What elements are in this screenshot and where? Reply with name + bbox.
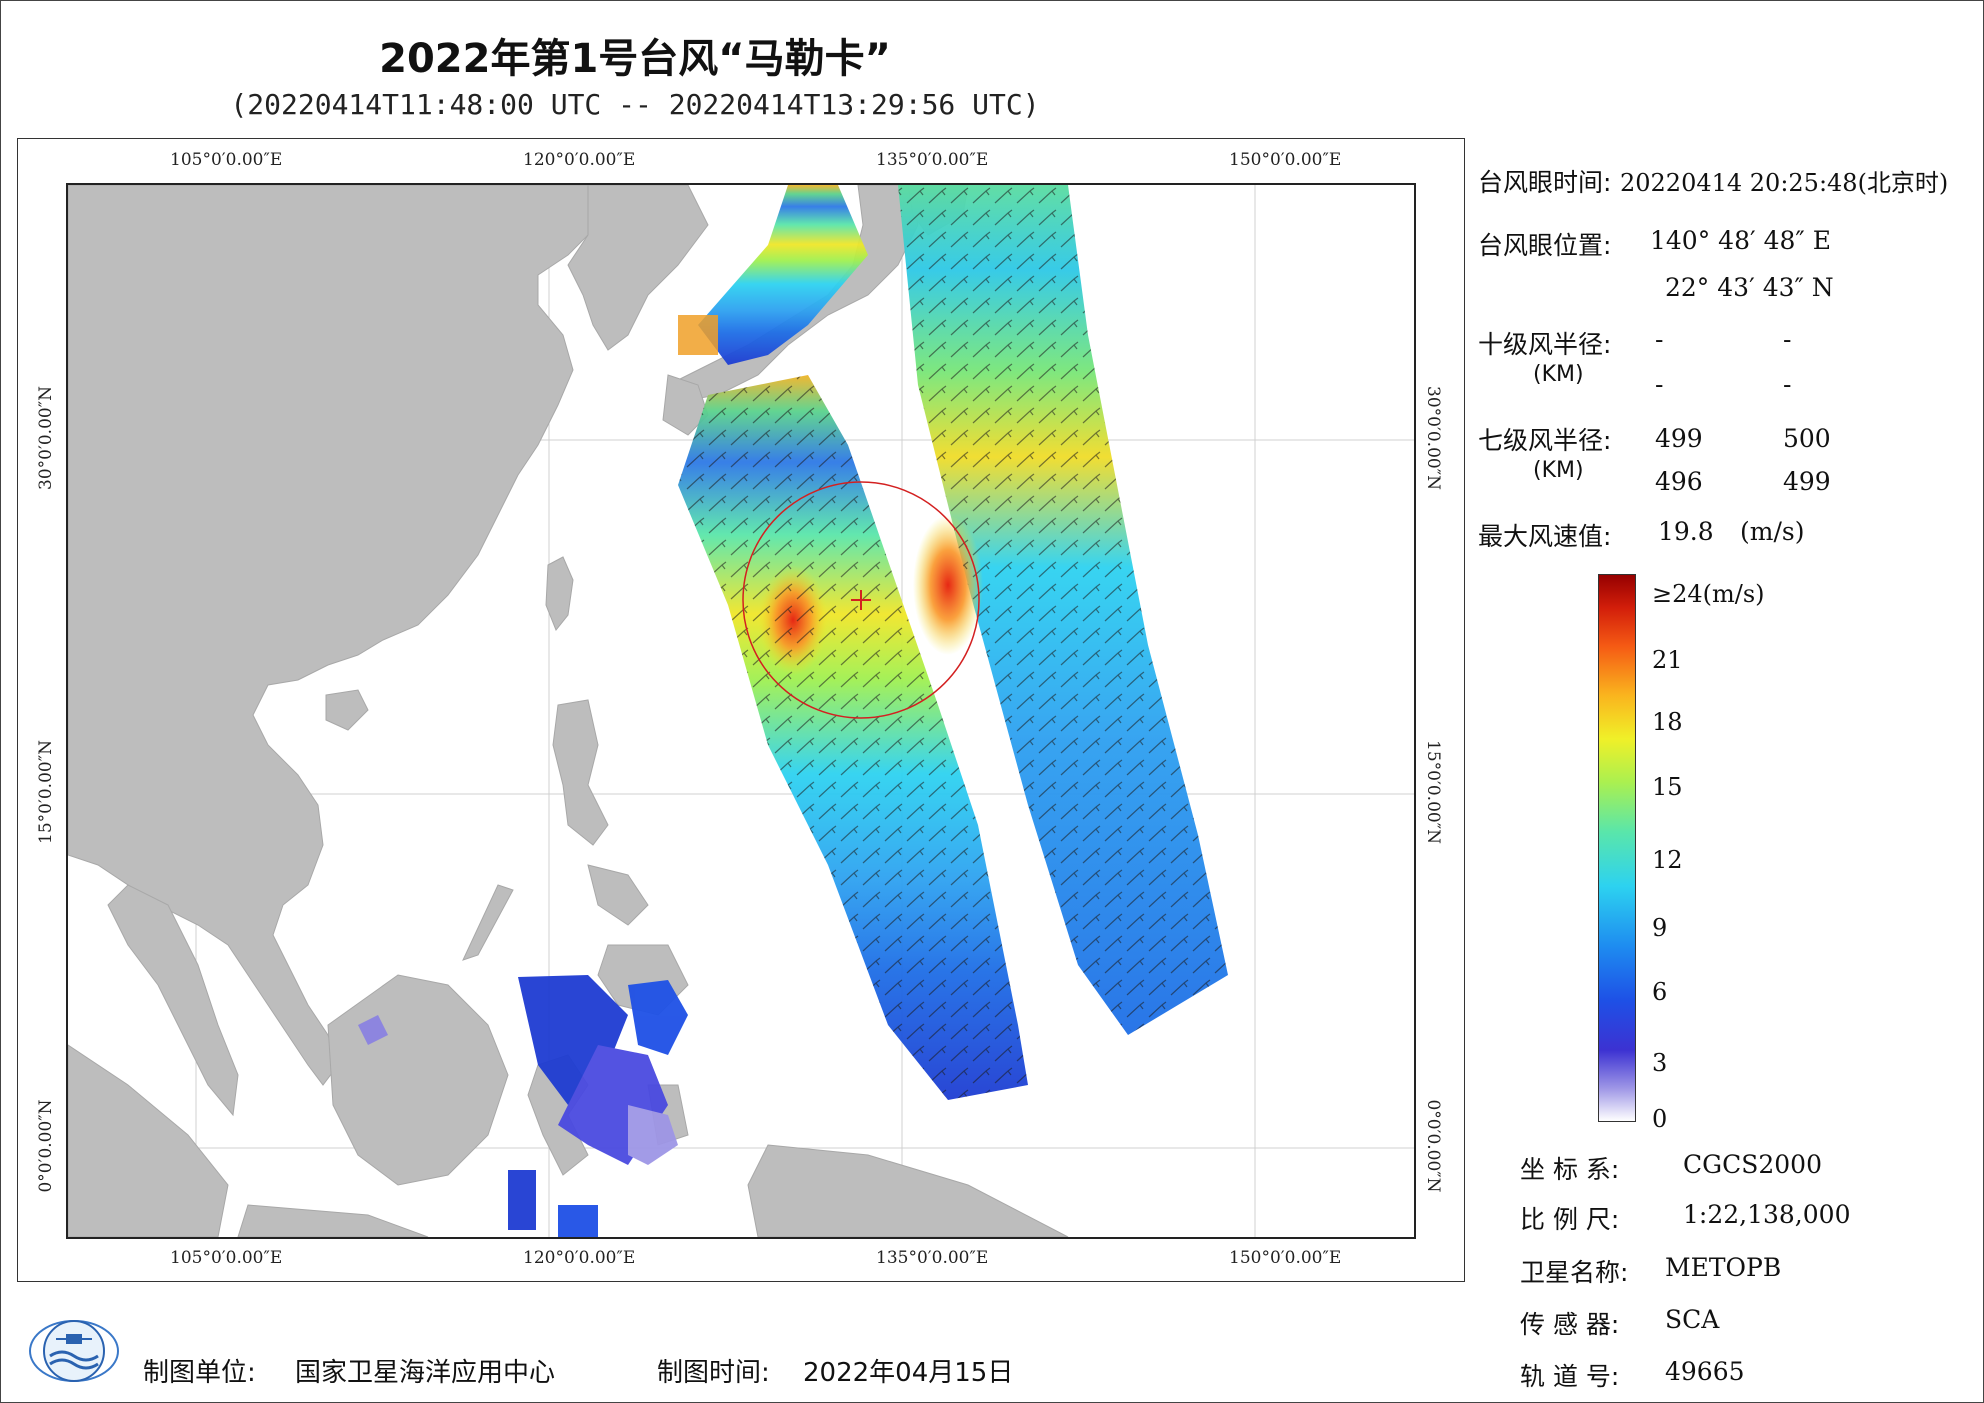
land-malay <box>107 884 239 1117</box>
r7-unit: (KM) <box>1533 458 1584 483</box>
wind-speed-colorbar <box>1598 574 1636 1122</box>
colorbar-label-21: 21 <box>1652 646 1683 674</box>
max-wind-label: 最大风速值: <box>1478 522 1612 551</box>
swath-west <box>678 185 1028 1100</box>
lon-tick-top-150: 150°0′0.00″E <box>1229 150 1342 170</box>
r10-value-ne: - <box>1655 325 1664 354</box>
r7-value-ne: 499 <box>1655 424 1703 453</box>
orbit-label: 轨 道 号: <box>1520 1362 1620 1391</box>
crs-value: CGCS2000 <box>1683 1150 1822 1179</box>
land-new-guinea <box>747 1144 1069 1237</box>
eye-pos-label: 台风眼位置: <box>1478 231 1612 260</box>
r10-value-sw: - <box>1655 370 1664 399</box>
lat-tick-left-30: 30°0′0.00″N <box>36 386 56 490</box>
max-wind-value: 19.8 <box>1658 517 1714 546</box>
lon-tick-bottom-120: 120°0′0.00″E <box>523 1248 636 1268</box>
lat-tick-right-15: 15°0′0.00″N <box>1423 740 1443 844</box>
colorbar-label-18: 18 <box>1652 708 1683 736</box>
land-borneo <box>327 974 509 1186</box>
max-wind-unit: (m/s) <box>1740 517 1805 546</box>
r7-value-sw: 496 <box>1655 467 1703 496</box>
typhoon-annotation <box>742 481 980 719</box>
land-visayas <box>587 864 649 926</box>
lon-tick-bottom-105: 105°0′0.00″E <box>170 1248 283 1268</box>
wind-field-map[interactable] <box>66 183 1416 1239</box>
land-luzon <box>552 699 609 846</box>
sensor-label: 传 感 器: <box>1520 1310 1620 1339</box>
r10-value-se: - <box>1783 325 1792 354</box>
scale-label: 比 例 尺: <box>1520 1205 1620 1234</box>
eye-time-value: 20220414 20:25:48(北京时) <box>1620 169 1949 197</box>
lon-tick-top-120: 120°0′0.00″E <box>523 150 636 170</box>
producer-label: 制图单位: <box>143 1358 256 1388</box>
page-title: 2022年第1号台风“马勒卡” <box>379 36 891 82</box>
satellite-label: 卫星名称: <box>1520 1258 1629 1287</box>
swath-south-patches <box>358 975 688 1237</box>
colorbar-label-15: 15 <box>1652 773 1683 801</box>
r7-value-se: 500 <box>1783 424 1831 453</box>
agency-logo-icon <box>29 1320 119 1382</box>
r7-label: 七级风半径: <box>1478 426 1612 455</box>
colorbar-label-3: 3 <box>1652 1049 1668 1077</box>
colorbar-label-12: 12 <box>1652 846 1683 874</box>
date-value: 2022年04月15日 <box>803 1358 1014 1388</box>
land <box>68 185 1069 1237</box>
lat-tick-left-0: 0°0′0.00″N <box>36 1099 56 1193</box>
colorbar-label-6: 6 <box>1652 978 1668 1006</box>
eye-lon-value: 140° 48′ 48″ E <box>1650 226 1831 255</box>
map-frame <box>17 138 1465 1282</box>
swath-east <box>898 185 1228 1035</box>
colorbar-label-9: 9 <box>1652 914 1668 942</box>
orbit-value: 49665 <box>1665 1357 1745 1386</box>
land-korea <box>567 185 709 351</box>
time-range-subtitle: (20220414T11:48:00 UTC -- 20220414T13:29… <box>230 88 1040 121</box>
wind-radius-circle <box>742 481 980 719</box>
eye-lat-value: 22° 43′ 43″ N <box>1665 273 1834 302</box>
crs-label: 坐 标 系: <box>1520 1155 1620 1184</box>
lon-tick-top-105: 105°0′0.00″E <box>170 150 283 170</box>
land-java <box>237 1204 429 1237</box>
land-asia-mainland <box>68 185 599 1086</box>
colorbar-label-0: 0 <box>1652 1105 1668 1133</box>
scale-value: 1:22,138,000 <box>1683 1200 1851 1229</box>
producer-value: 国家卫星海洋应用中心 <box>295 1358 556 1388</box>
colorbar-label-24: ≥24(m/s) <box>1652 580 1765 608</box>
r10-unit: (KM) <box>1533 362 1584 387</box>
lat-tick-right-30: 30°0′0.00″N <box>1423 386 1443 490</box>
r10-label: 十级风半径: <box>1478 330 1612 359</box>
land-taiwan <box>545 556 574 631</box>
land-hainan <box>325 689 369 731</box>
date-label: 制图时间: <box>657 1358 770 1388</box>
swath-west-korea-section <box>698 185 868 365</box>
eye-time-label: 台风眼时间: <box>1478 168 1612 197</box>
land-sumatra <box>68 1044 229 1237</box>
map-canvas <box>68 185 1414 1237</box>
lon-tick-bottom-150: 150°0′0.00″E <box>1229 1248 1342 1268</box>
lon-tick-top-135: 135°0′0.00″E <box>876 150 989 170</box>
r10-value-nw: - <box>1783 370 1792 399</box>
lat-tick-right-0: 0°0′0.00″N <box>1423 1099 1443 1193</box>
sensor-value: SCA <box>1665 1305 1720 1334</box>
land-palawan <box>462 884 514 961</box>
lat-tick-left-15: 15°0′0.00″N <box>36 740 56 844</box>
satellite-value: METOPB <box>1665 1253 1782 1282</box>
lon-tick-bottom-135: 135°0′0.00″E <box>876 1248 989 1268</box>
r7-value-nw: 499 <box>1783 467 1831 496</box>
